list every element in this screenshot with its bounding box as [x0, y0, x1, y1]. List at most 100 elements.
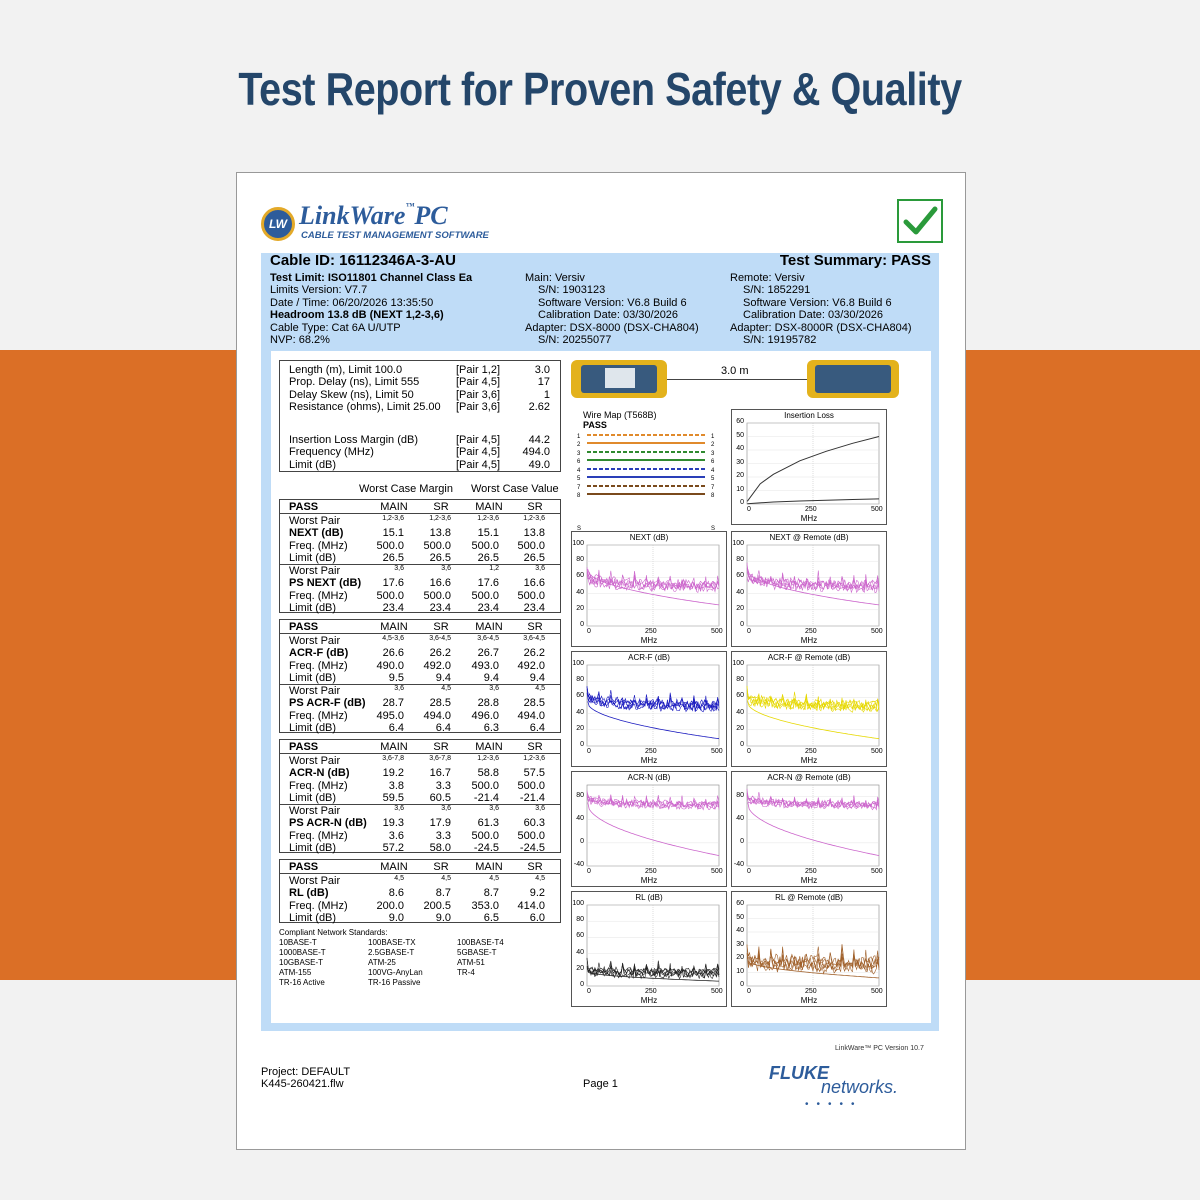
block-column-header: MAIN	[475, 621, 503, 633]
limit-value: 57.2	[382, 842, 404, 855]
series-line	[586, 572, 720, 590]
wire-pin-left: 2	[577, 442, 581, 448]
wire-map-title: Wire Map (T568B)	[583, 410, 657, 420]
network-standard: 100BASE-T4	[457, 938, 504, 947]
freq-value: 492.0	[517, 659, 545, 672]
network-standard: 100BASE-TX	[368, 938, 416, 947]
wire-map: Wire Map (T568B) PASS 1 1 2 2 3 3 6 6 4 4 5 5 7 7 8 8 S S	[571, 407, 719, 532]
worst-case-value-label: Worst Case Value	[471, 483, 559, 495]
x-tick-label: 250	[645, 868, 657, 875]
pass-checkmark-icon	[897, 199, 943, 243]
measurement-name: PS ACR-F (dB)	[289, 697, 366, 710]
block-column-header: SR	[527, 621, 543, 633]
freq-label: Freq. (MHz)	[289, 709, 348, 722]
wire-pin-right: 5	[711, 476, 715, 482]
measurement-value: 26.2	[429, 647, 451, 660]
measurement-name: ACR-F (dB)	[289, 647, 349, 660]
header-left-line: Limits Version: V7.7	[270, 284, 368, 297]
block-column-header: MAIN	[380, 861, 408, 873]
block-column-header: MAIN	[380, 501, 408, 513]
series-line	[586, 792, 720, 808]
worst-pair-label: Worst Pair	[289, 685, 341, 697]
y-tick-label: 80	[576, 791, 584, 799]
limit-value: -24.5	[473, 842, 499, 855]
freq-label: Freq. (MHz)	[289, 539, 348, 552]
wire-pin-right: 1	[711, 434, 715, 440]
worst-pair-value: 3,6	[441, 565, 451, 572]
limit-label: Limit (dB)	[289, 552, 337, 565]
limit-line	[587, 802, 720, 856]
network-standard: 1000BASE-T	[279, 948, 326, 957]
y-tick-label: -40	[733, 861, 744, 868]
limit-value: 60.5	[429, 792, 451, 805]
freq-value: 414.0	[517, 899, 545, 912]
y-tick-label: 100	[572, 900, 584, 907]
x-axis-label: MHz	[800, 756, 818, 765]
network-standard: TR-4	[457, 968, 475, 977]
wire-pin-left: 7	[577, 485, 581, 491]
summary-value: 44.2	[528, 434, 550, 446]
test-result-block: PASS MAIN SR MAIN SR Worst Pair ACR-F (dB) Freq…	[279, 619, 561, 734]
y-tick-label: 0	[580, 621, 584, 628]
y-tick-label: 100	[732, 540, 744, 547]
x-tick-label: 250	[645, 988, 657, 995]
remote-tester-icon	[807, 360, 899, 398]
worst-pair-label: Worst Pair	[289, 755, 341, 767]
report-header: Cable ID: 16112346A-3-AU Test Summary: P…	[261, 252, 939, 346]
y-tick-label: 20	[576, 724, 584, 732]
measurement-chart: RL (dB) 100 80 60 40 20 0 0 250 500 MHz	[571, 891, 727, 1007]
worst-pair-value: 4,5	[441, 685, 451, 692]
worst-pair-value: 3,6	[441, 805, 451, 812]
measurement-value: 19.2	[382, 767, 404, 780]
worst-pair-label: Worst Pair	[289, 515, 341, 527]
summary-pair: [Pair 4,5]	[456, 376, 501, 389]
freq-value: 500.0	[471, 589, 499, 602]
network-standard: ATM-25	[368, 958, 396, 967]
y-tick-label: 0	[740, 621, 744, 628]
chart-title: RL (dB)	[635, 893, 663, 902]
main-tester-icon	[571, 360, 667, 398]
block-column-header: MAIN	[380, 741, 408, 753]
freq-value: 200.0	[376, 899, 404, 912]
block-column-header: MAIN	[380, 621, 408, 633]
measurement-name: RL (dB)	[289, 887, 329, 900]
wire-pin-right: 8	[711, 493, 715, 499]
header-main-line: S/N: 1903123	[538, 284, 606, 297]
network-standard: TR-16 Passive	[368, 978, 421, 987]
measurement-chart: ACR-F @ Remote (dB) 100 80 60 40 20 0 0 250 500 MH…	[731, 651, 887, 767]
freq-value: 500.0	[517, 539, 545, 552]
y-tick-label: 60	[576, 692, 584, 700]
measurement-chart: NEXT (dB) 100 80 60 40 20 0 0 250 500 MHz	[571, 531, 727, 647]
x-tick-label: 250	[805, 506, 817, 513]
limit-line	[587, 569, 720, 606]
x-axis-label: MHz	[640, 636, 658, 645]
header-remote-line: Adapter: DSX-8000R (DSX-CHA804)	[730, 321, 912, 334]
wire-pin-left: 8	[577, 493, 581, 499]
y-tick-label: 40	[736, 588, 744, 596]
measurement-value: 26.6	[382, 647, 404, 660]
limit-line	[747, 802, 880, 856]
y-tick-label: 0	[580, 837, 584, 845]
measurement-value: 15.1	[477, 527, 499, 540]
y-tick-label: 20	[576, 964, 584, 972]
x-tick-label: 0	[747, 506, 751, 513]
worst-pair-value: 4,5	[441, 875, 451, 882]
x-tick-label: 500	[871, 628, 883, 635]
freq-label: Freq. (MHz)	[289, 779, 348, 792]
chart-title: ACR-F (dB)	[628, 653, 670, 662]
test-summary: Test Summary: PASS	[779, 252, 931, 269]
limit-label: Limit (dB)	[289, 792, 337, 805]
worst-pair-value: 1,2-3,6	[523, 755, 545, 762]
limit-value: 23.4	[523, 602, 545, 615]
header-left-line: Cable Type: Cat 6A U/UTP	[270, 321, 401, 334]
network-standard: 10BASE-T	[279, 938, 317, 947]
software-version: LinkWare™ PC Version 10.7	[835, 1045, 924, 1052]
wire-pin-right: 7	[711, 485, 715, 491]
y-tick-label: 60	[576, 572, 584, 580]
block-column-header: SR	[527, 861, 543, 873]
worst-pair-value: 3,6	[489, 685, 499, 692]
measurement-value: 8.7	[483, 887, 499, 900]
summary-pair: [Pair 4,5]	[456, 458, 501, 471]
measurement-value: 16.6	[429, 577, 451, 590]
x-axis-label: MHz	[640, 876, 658, 885]
